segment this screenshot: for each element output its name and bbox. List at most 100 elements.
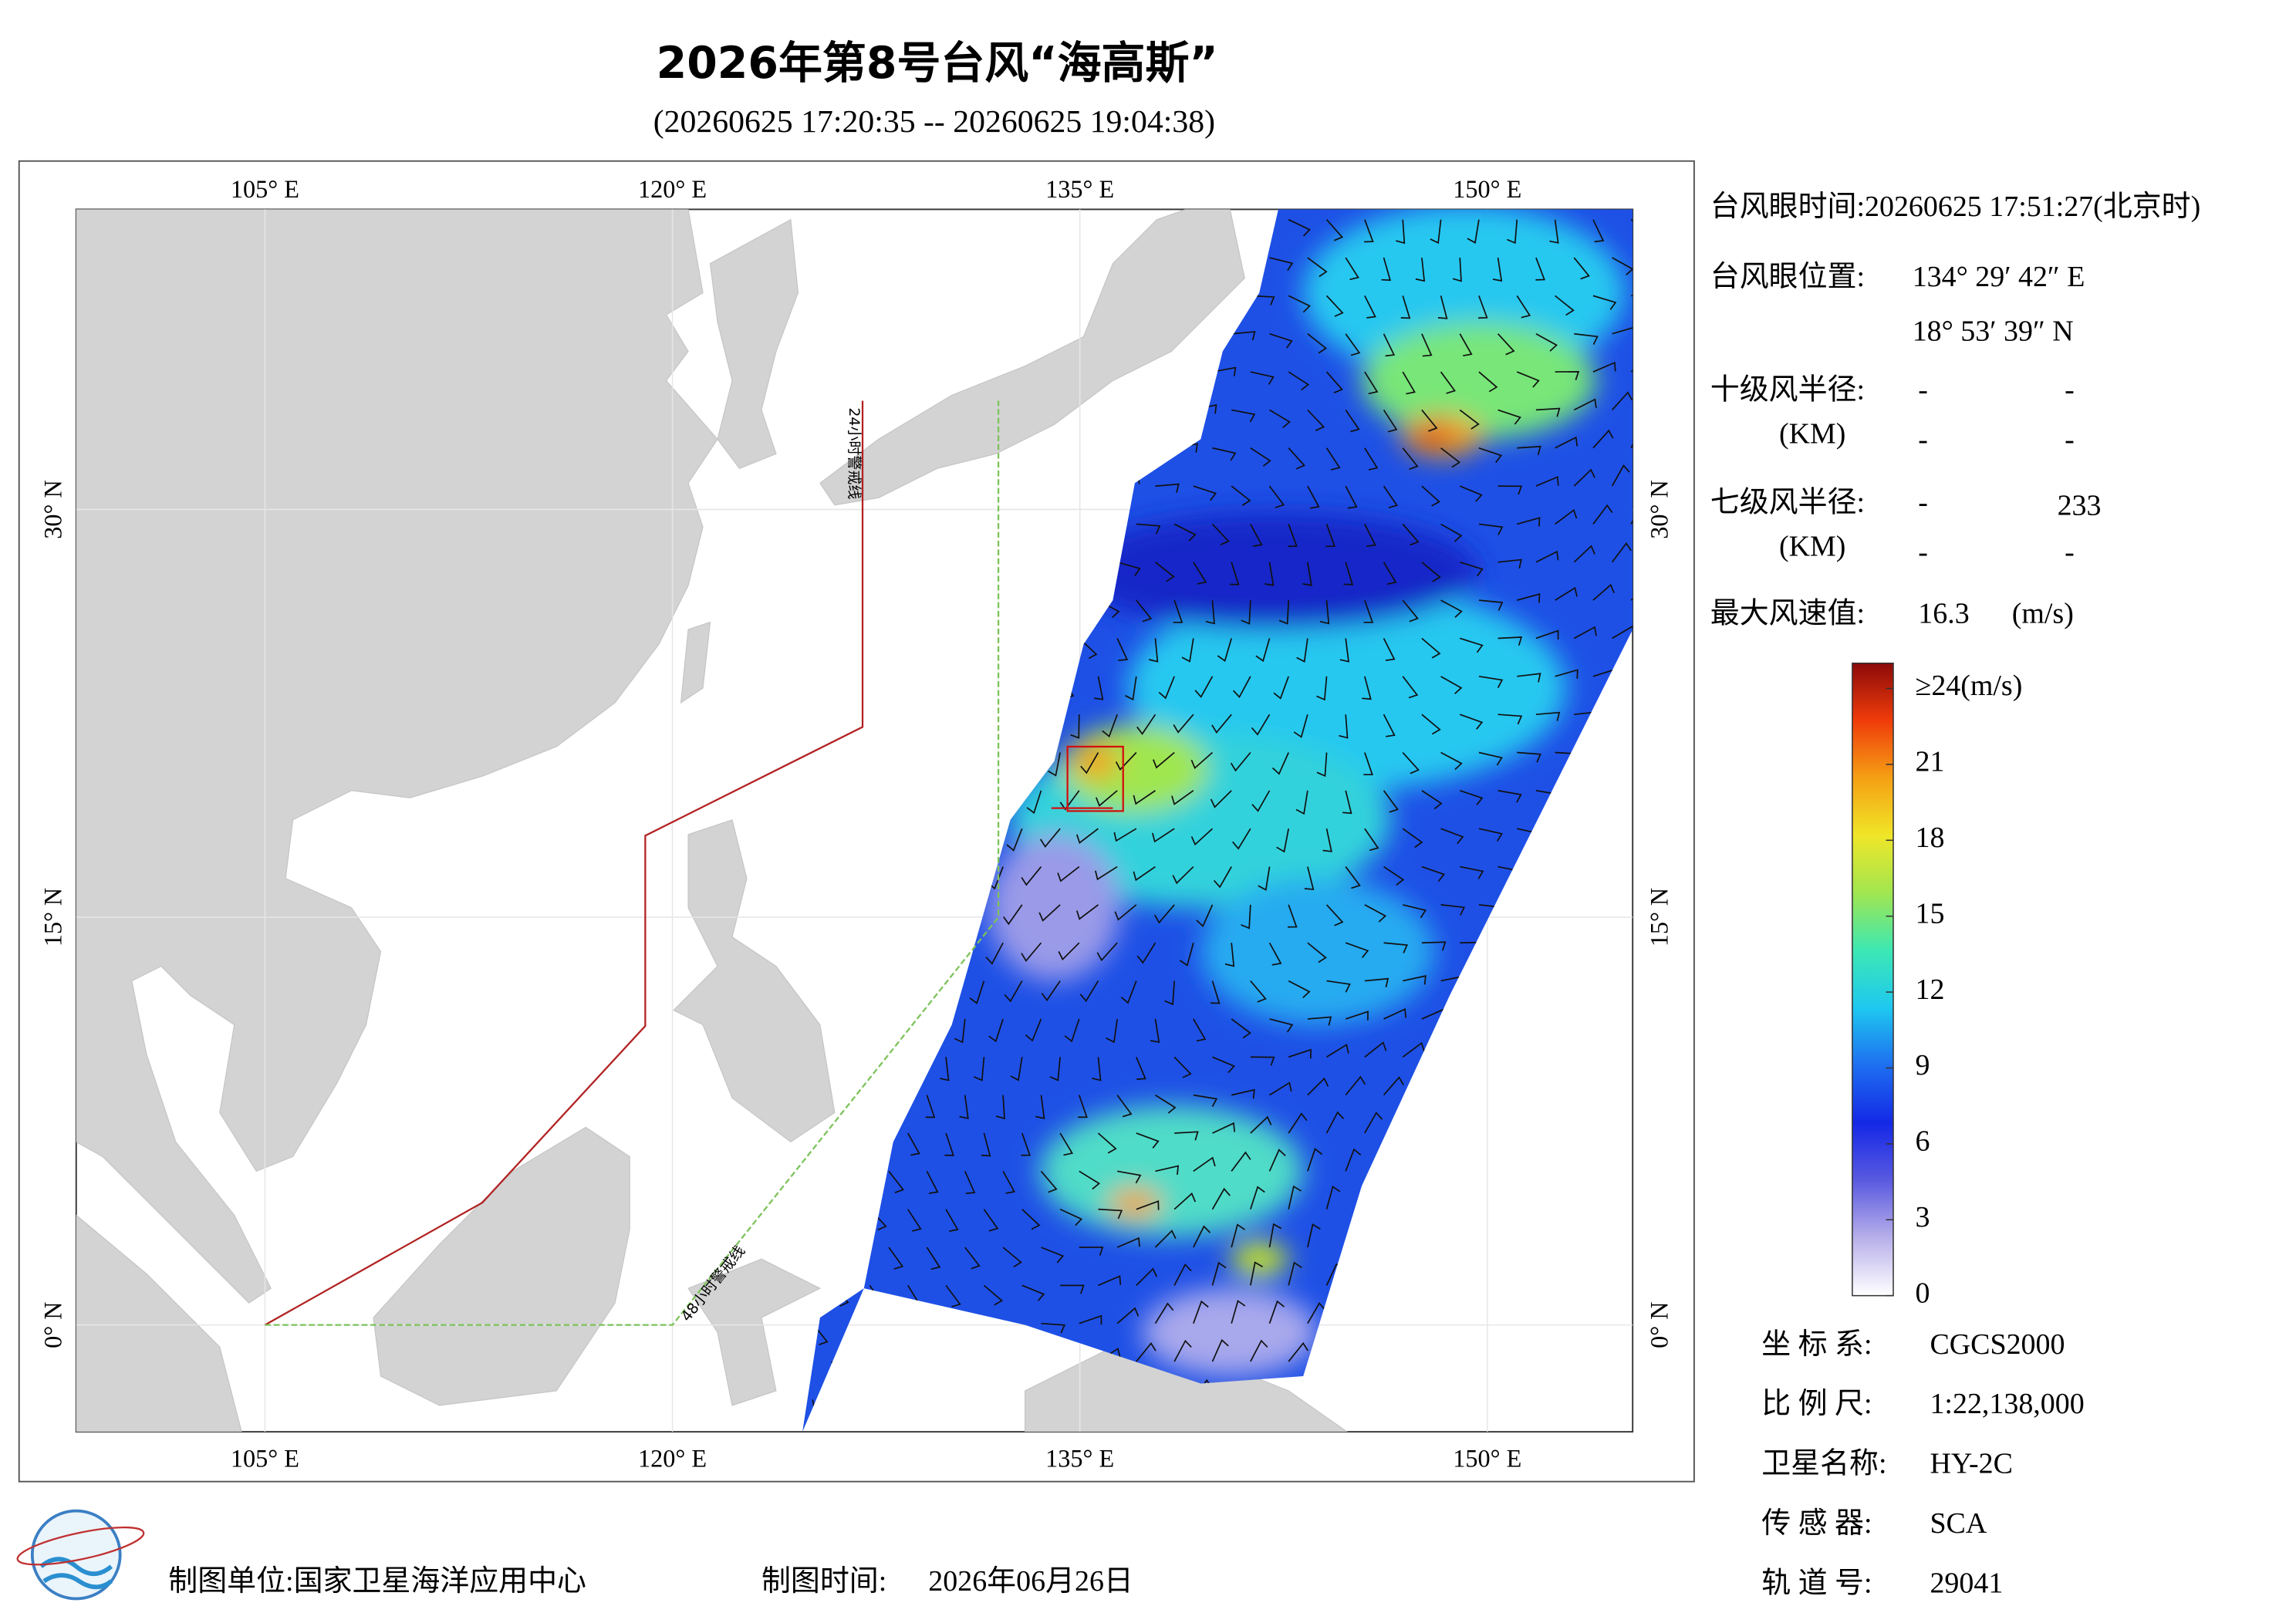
wind-barb <box>1153 904 1175 924</box>
wind-barb <box>1268 942 1282 966</box>
wind-barb <box>1345 333 1361 356</box>
footer-unit: 制图单位:国家卫星海洋应用中心 <box>168 1565 586 1598</box>
swath-patch <box>1230 1241 1289 1277</box>
wind-barb <box>1516 295 1531 319</box>
wind-barb <box>1038 904 1061 922</box>
wind-barb <box>1402 599 1419 623</box>
wind-barb <box>1345 409 1360 433</box>
wind-barb <box>1269 257 1294 272</box>
wind-barb <box>1364 295 1376 319</box>
wind-barb <box>1517 517 1541 527</box>
wind-barb <box>926 1247 941 1270</box>
wind-barb <box>1421 409 1438 432</box>
swath-patch <box>1039 1105 1304 1237</box>
wind-barb <box>1193 1225 1211 1248</box>
wind-barb <box>1415 257 1426 282</box>
wind-barb <box>1383 562 1397 585</box>
wind-barb <box>1477 295 1488 319</box>
wind-barb <box>1136 1267 1158 1286</box>
lat-label: 15° N <box>1646 888 1673 947</box>
footer-time: 2026年06月26日 <box>928 1565 1133 1598</box>
wind-barb <box>1322 828 1332 852</box>
wind-barb <box>1212 1056 1236 1074</box>
wind-barb <box>1115 751 1137 771</box>
wind-barb <box>1421 790 1443 810</box>
wind-barb <box>1154 1302 1174 1324</box>
wind-barb <box>983 1209 999 1232</box>
lon-label: 135° E <box>1045 1444 1114 1472</box>
wind-barb <box>1478 751 1503 766</box>
wind-barb <box>1116 638 1129 661</box>
wind-barb <box>1231 485 1251 506</box>
wind-barb <box>1154 1230 1177 1248</box>
wind-barb <box>1021 1284 1045 1301</box>
colorbar-label: 0 <box>1915 1277 1930 1309</box>
wind-barb <box>1517 593 1541 603</box>
wind-barb <box>1004 980 1023 1003</box>
wind-barb <box>1155 483 1180 493</box>
wind-barb <box>1288 1048 1312 1059</box>
land <box>76 209 1349 1432</box>
warning-line <box>265 400 1000 1326</box>
wind-barb <box>1116 1307 1140 1324</box>
wind-barb <box>1421 941 1447 951</box>
wind-barb <box>1164 980 1176 1006</box>
wind-barb <box>1302 562 1312 586</box>
wind-barb <box>925 1095 936 1119</box>
wind-barb <box>1010 1057 1023 1081</box>
wind-barb <box>973 1057 985 1081</box>
wind-barb <box>1459 333 1473 357</box>
wind-barb <box>1021 1132 1032 1156</box>
wind-barb <box>1251 790 1271 812</box>
wind-barb <box>1403 904 1427 919</box>
lat-label: 30° N <box>1646 480 1673 539</box>
wind-barb <box>1173 523 1197 542</box>
wind-barb <box>1079 1314 1102 1325</box>
force10-value: - <box>2065 423 2075 456</box>
wind-barb <box>1478 828 1503 842</box>
wind-barb <box>1459 485 1483 502</box>
lon-label: 105° E <box>231 175 299 203</box>
wind-barb <box>1212 1122 1236 1134</box>
meta-value: 29041 <box>1930 1567 2003 1599</box>
wind-barb <box>1326 980 1351 993</box>
wind-barb <box>1573 545 1595 563</box>
wind-barb <box>959 1095 969 1119</box>
wind-barb <box>1339 638 1350 663</box>
wind-barb <box>1205 600 1215 625</box>
wind-barb <box>1230 751 1251 772</box>
wind-barb <box>1148 638 1159 663</box>
wind-barb <box>1097 1132 1117 1154</box>
wind-barb <box>1241 600 1251 625</box>
wind-barb <box>1555 669 1578 679</box>
wind-barb <box>1383 865 1405 886</box>
wind-barb <box>1555 295 1575 316</box>
wind-barb <box>1250 524 1263 547</box>
wind-barb <box>1364 904 1387 923</box>
wind-barb <box>1133 790 1156 805</box>
colorbar-label: 9 <box>1915 1049 1930 1081</box>
wind-barb <box>1269 332 1293 349</box>
wind-barb <box>1231 1018 1251 1039</box>
wind-barb <box>1326 1043 1349 1058</box>
wind-barb <box>1573 257 1590 280</box>
wind-barb <box>1325 524 1335 548</box>
wind-barb <box>1006 828 1023 852</box>
logo-orbit <box>16 1526 145 1566</box>
wind-barb <box>1325 447 1341 471</box>
wind-barb <box>1467 219 1480 244</box>
wind-barb <box>1276 828 1290 853</box>
wind-barb <box>988 1018 1004 1043</box>
wind-barb <box>1211 1187 1231 1210</box>
land-sulawesi <box>687 1258 822 1406</box>
wind-barb <box>1120 980 1137 1004</box>
lat-label: 0° N <box>39 1301 67 1348</box>
wind-barb <box>1070 714 1080 739</box>
wind-barb <box>1402 751 1420 774</box>
wind-barb <box>1079 1246 1104 1256</box>
wind-barb <box>1268 1300 1285 1324</box>
wind-barb <box>1049 1057 1061 1081</box>
wind-barb <box>1630 425 1633 449</box>
wind-barb <box>1035 1095 1045 1119</box>
wind-barb <box>1383 333 1396 357</box>
